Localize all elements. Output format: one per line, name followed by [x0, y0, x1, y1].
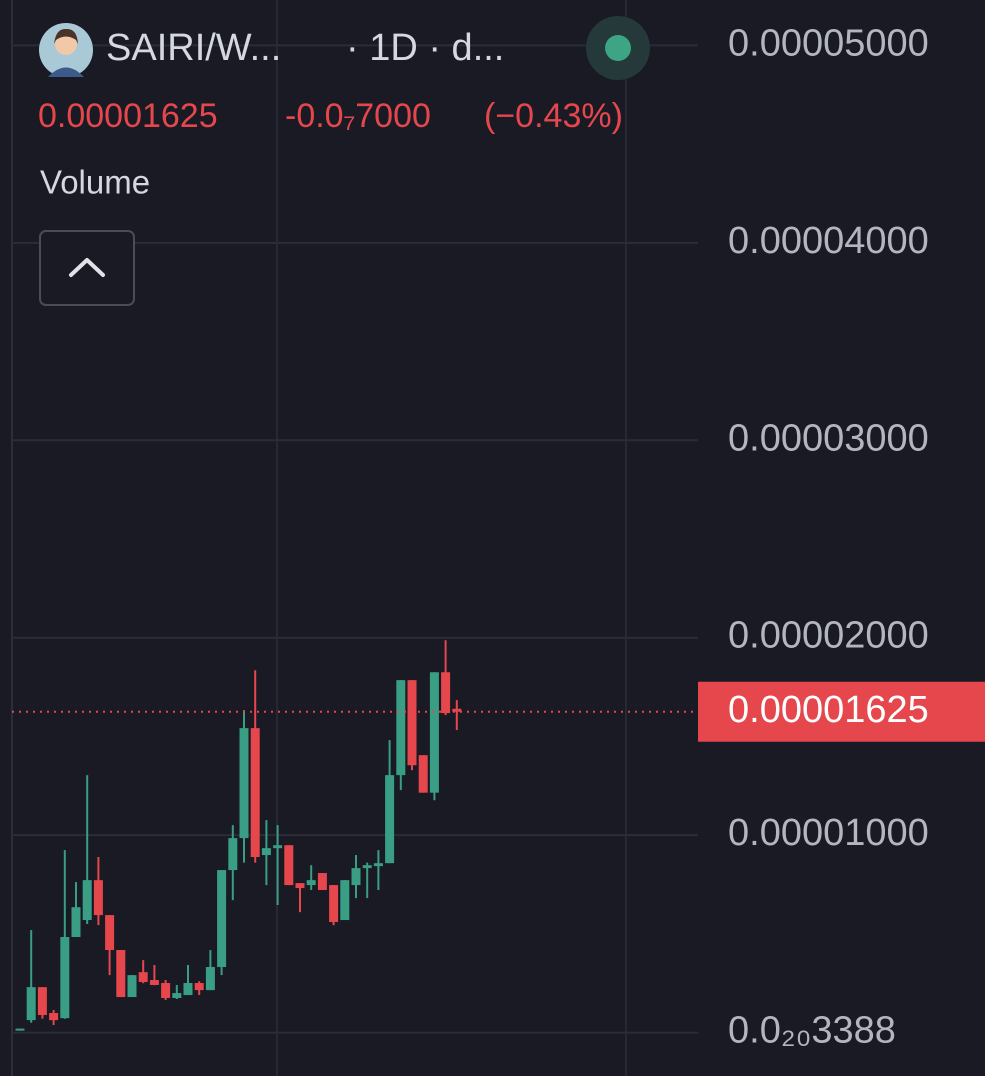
candle-body	[317, 873, 327, 891]
candle-body	[396, 680, 406, 776]
candle-body	[351, 868, 361, 886]
candle-body	[250, 728, 260, 858]
candle-body	[161, 983, 171, 999]
candle-body	[306, 880, 316, 886]
candle-body	[239, 728, 249, 839]
candle-body	[82, 880, 92, 921]
current-price-badge	[698, 681, 985, 742]
candle-body	[385, 775, 395, 864]
price-change: -0.0₇7000	[285, 97, 431, 135]
candle-body	[329, 885, 339, 923]
candle-body	[105, 915, 115, 951]
candle-body	[116, 950, 126, 998]
candle-body	[441, 672, 451, 714]
candle-body	[295, 883, 305, 889]
interval: · 1D · d...	[346, 27, 504, 69]
candle-body	[149, 980, 159, 985]
candle-body	[418, 755, 428, 793]
candle-body	[49, 1013, 59, 1021]
y-tick-label: 0.00005000	[728, 22, 929, 64]
candle-body	[429, 672, 439, 793]
candle-body	[373, 863, 383, 867]
candles	[15, 640, 462, 1031]
candle-body	[15, 1028, 25, 1031]
candle-body	[217, 870, 227, 968]
chevron-up-icon	[69, 258, 105, 277]
candle-body	[37, 987, 47, 1015]
candle-body	[138, 972, 148, 983]
candle-body	[60, 937, 70, 1019]
overlay: 0.0₂₀3388 0.00001000 0.00002000 0.00003000 0…	[12, 22, 985, 1052]
grid	[12, 44, 698, 1034]
candle-body	[362, 865, 372, 869]
candle-body	[205, 967, 215, 991]
candle-body	[261, 848, 271, 856]
candle-body	[26, 987, 36, 1021]
candle-body	[127, 975, 137, 998]
legend-header: SAIRI/W... · 1D · d... 0.00001625 -0.0₇7…	[38, 16, 650, 306]
candle-body	[93, 880, 103, 916]
y-tick-label: 0.0₂₀3388	[728, 1010, 896, 1052]
indicator-name: Volume	[40, 164, 150, 201]
last-price: 0.00001625	[38, 97, 218, 135]
current-price-label: 0.00001625	[728, 689, 929, 731]
status-dot	[605, 35, 631, 61]
avatar-face	[55, 33, 77, 55]
candle-body	[172, 993, 182, 999]
candle-body	[228, 838, 238, 871]
candle-body	[284, 845, 294, 886]
avatar-hair	[54, 28, 78, 44]
pair-name: SAIRI/W...	[106, 27, 281, 69]
y-tick-label: 0.00001000	[728, 812, 929, 854]
collapse-button[interactable]	[39, 230, 135, 306]
candle-body	[340, 880, 350, 921]
avatar-body	[48, 67, 84, 77]
candle-body	[71, 907, 81, 938]
y-tick-label: 0.00004000	[728, 220, 929, 262]
candle-body	[273, 845, 283, 849]
candle-body	[183, 983, 193, 996]
candle-body	[194, 983, 204, 991]
candle-body	[452, 708, 462, 712]
y-tick-label: 0.00002000	[728, 615, 929, 657]
y-tick-label: 0.00003000	[728, 417, 929, 459]
price-change-percent: (−0.43%)	[484, 97, 623, 135]
candle-body	[407, 680, 417, 766]
